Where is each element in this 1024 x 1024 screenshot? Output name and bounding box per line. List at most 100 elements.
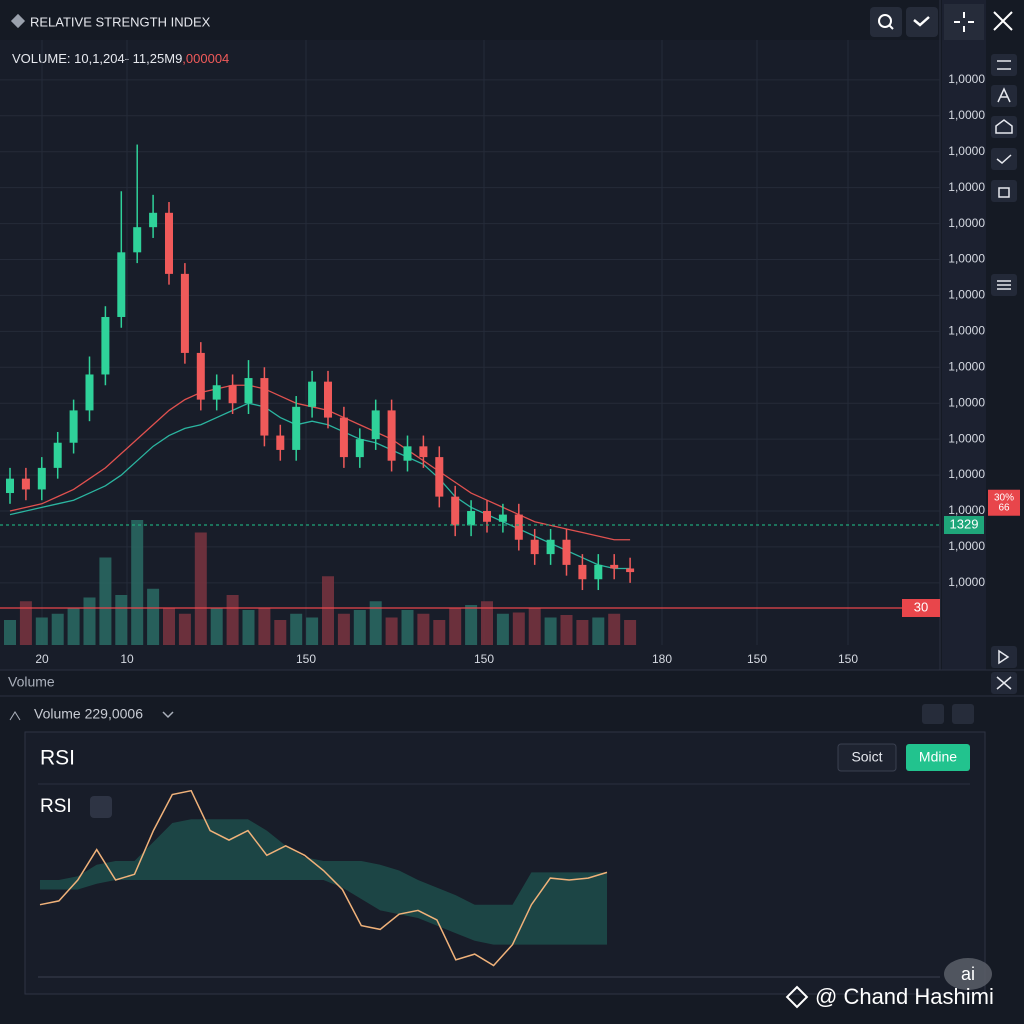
y-tick-label: 1,0000 <box>948 252 985 266</box>
x-tick-label: 10 <box>120 652 134 666</box>
panel-button[interactable] <box>952 704 974 724</box>
rsi-line <box>39 789 608 967</box>
candle-body <box>37 467 46 490</box>
close-button[interactable] <box>993 11 1013 31</box>
tool-button[interactable] <box>991 180 1017 202</box>
volume-bar <box>274 620 287 645</box>
price-label-box <box>988 489 1020 516</box>
watermark: ai @ Chand Hashimi <box>785 958 994 1009</box>
price-axis <box>942 0 986 670</box>
candle-body <box>69 410 78 443</box>
volume-bar <box>51 613 64 645</box>
volume-bar <box>115 595 128 645</box>
rsi-settings[interactable] <box>90 796 112 818</box>
price-label: 30 <box>914 599 928 614</box>
rsi-band <box>40 819 607 945</box>
y-tick-label: 1,0000 <box>948 216 985 230</box>
button-mdine[interactable]: Mdine <box>906 744 970 771</box>
price-label: 30% <box>994 492 1014 503</box>
panel-button[interactable] <box>922 704 944 724</box>
crosshair-button[interactable] <box>944 4 984 40</box>
candle-body <box>260 378 269 436</box>
candle-body <box>117 252 126 317</box>
volume-bar <box>83 597 96 645</box>
tool-button[interactable] <box>991 148 1017 170</box>
candle-body <box>6 478 14 494</box>
volume-bar <box>4 620 16 645</box>
volume-bar <box>194 532 207 645</box>
watermark-badge: ai <box>961 964 975 984</box>
candle-body <box>514 514 523 540</box>
volume-bar <box>465 605 478 645</box>
tool-button[interactable] <box>991 54 1017 76</box>
volume-bar <box>353 610 366 645</box>
candle-body <box>149 212 158 228</box>
candle-body <box>212 385 221 400</box>
volume-bar <box>226 595 239 645</box>
y-tick-label: 1,0000 <box>948 359 985 373</box>
volume-bar <box>99 557 112 645</box>
volume-bar <box>385 617 398 645</box>
candle-body <box>610 564 619 569</box>
toolbar <box>991 54 1017 694</box>
volume-bar <box>337 613 350 645</box>
button-label: Soict <box>851 749 882 765</box>
x-tick-label: 150 <box>296 652 316 666</box>
chart-area <box>0 40 940 670</box>
volume-bar <box>163 607 175 645</box>
button-soict[interactable]: Soict <box>837 743 897 772</box>
volume-bar <box>496 613 509 645</box>
title: RELATIVE STRENGTH INDEX <box>30 14 211 29</box>
logo <box>10 13 26 29</box>
check-button[interactable] <box>906 7 938 37</box>
candle-body <box>180 273 189 353</box>
y-tick-label: 1,0000 <box>948 144 985 158</box>
y-tick-label: 1,0000 <box>948 431 985 445</box>
candle-body <box>85 374 94 411</box>
volume-bar <box>178 613 191 645</box>
rsi-title: RSI <box>40 747 75 770</box>
candle-body <box>546 539 555 555</box>
y-tick-label: 1,0000 <box>948 395 985 409</box>
volume-bar <box>242 610 255 645</box>
candle-body <box>244 378 253 404</box>
watermark-text: @ Chand Hashimi <box>815 984 994 1009</box>
volume-bar <box>131 520 144 645</box>
candle-body <box>419 446 428 458</box>
candle-body <box>562 539 571 565</box>
play-button[interactable] <box>991 646 1017 668</box>
y-tick-label: 1,0000 <box>948 108 985 122</box>
candle-body <box>133 227 142 253</box>
volume-bar <box>369 601 382 645</box>
volume-bar <box>290 613 303 645</box>
candle-body <box>276 435 285 450</box>
volume-bar <box>528 607 541 645</box>
volume-bar <box>608 613 621 645</box>
volume-bar <box>210 607 223 645</box>
y-tick-label: 1,0000 <box>948 288 985 302</box>
volume-bar <box>67 607 80 645</box>
volume-bar <box>624 620 637 645</box>
volume-bar <box>433 620 446 645</box>
price-label: 1329 <box>950 516 979 531</box>
candle-body <box>451 496 460 526</box>
y-tick-label: 1,0000 <box>948 180 985 194</box>
candle-body <box>435 457 444 497</box>
candle-body <box>403 446 412 461</box>
volume-bar <box>576 620 589 645</box>
candle-body <box>21 478 30 490</box>
candle-body <box>165 212 173 274</box>
x-tick-label: 150 <box>474 652 494 666</box>
volume-dropdown[interactable]: Volume 229,0006 <box>9 706 174 722</box>
y-tick-label: 1,0000 <box>948 72 985 86</box>
candle-body <box>101 316 110 375</box>
candle-body <box>387 410 396 461</box>
candle-body <box>371 410 380 440</box>
volume-bar <box>481 601 493 645</box>
volume-bar <box>592 617 605 645</box>
y-tick-label: 1,0000 <box>948 503 985 517</box>
candle-body <box>578 564 587 580</box>
y-tick-label: 1,0000 <box>948 575 985 589</box>
x-tick-label: 20 <box>35 652 49 666</box>
search-button[interactable] <box>870 7 902 37</box>
